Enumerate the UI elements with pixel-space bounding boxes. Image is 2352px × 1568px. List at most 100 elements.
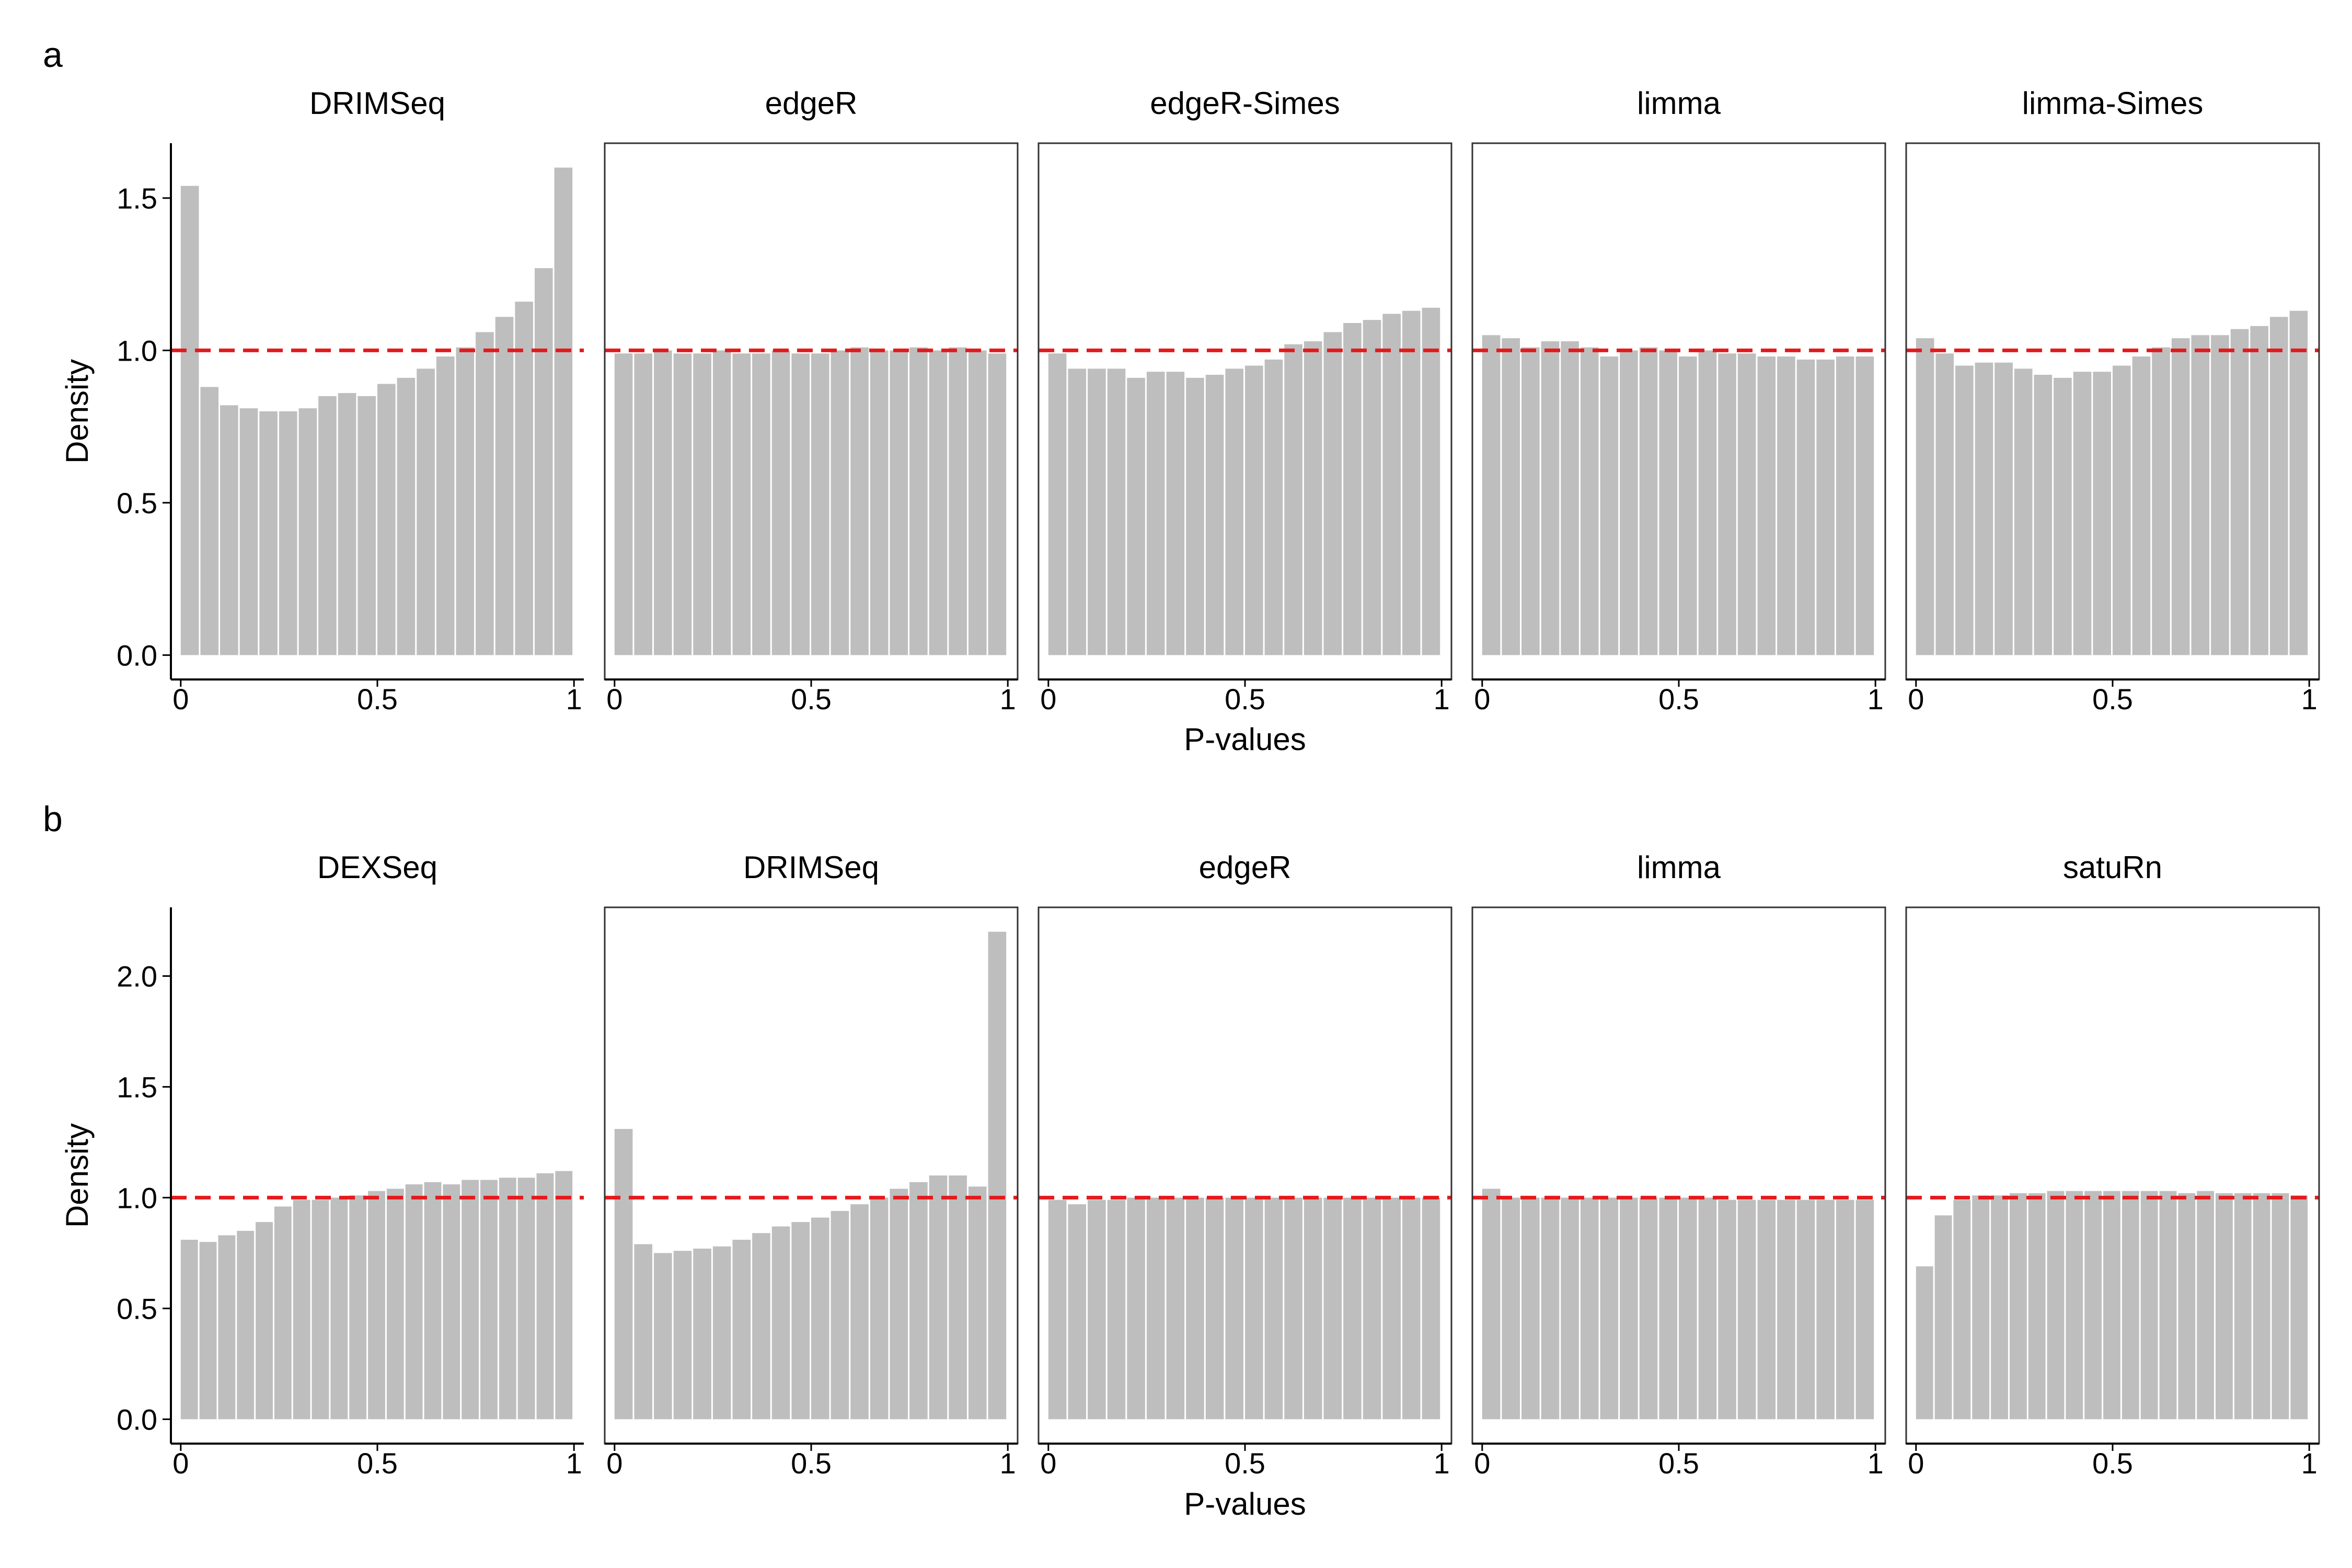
histogram-bar <box>554 167 573 655</box>
histogram-bar <box>1048 1200 1067 1420</box>
histogram-bar <box>654 350 672 655</box>
histogram-bar <box>909 1182 928 1420</box>
histogram-bar <box>256 1222 273 1420</box>
histogram-bar <box>1264 359 1283 655</box>
x-tick-label: 0 <box>1474 1447 1490 1480</box>
facet-title: limma <box>1637 86 1721 121</box>
histogram-bar <box>1264 1197 1283 1420</box>
x-tick-label: 1 <box>566 683 582 716</box>
facet-edger: edgeR 0 0.5 1 <box>1037 850 1452 1480</box>
facet-drimseq: DRIMSeq 0.0 0.5 1.0 1.5 0 0.5 1 <box>117 86 584 716</box>
x-axis-label: P-values <box>1184 722 1306 757</box>
x-tick-label: 0.5 <box>2092 683 2133 716</box>
histogram-bar <box>909 347 928 655</box>
histogram-bar <box>1205 1197 1224 1420</box>
histogram-bar <box>2211 335 2229 655</box>
histogram-bar <box>1777 1200 1795 1420</box>
histogram-bar <box>1284 1197 1302 1420</box>
histogram-bar <box>752 1233 770 1420</box>
histogram-bar <box>2113 365 2131 655</box>
histogram-bar <box>1186 1197 1204 1420</box>
histogram-bar <box>1796 1200 1815 1420</box>
histogram-bar <box>693 1248 711 1420</box>
histogram-bar <box>456 347 475 655</box>
y-tick-label: 2.0 <box>117 960 157 993</box>
histogram-bar <box>200 387 219 655</box>
histogram-bar <box>1068 368 1087 655</box>
x-tick-label: 0.5 <box>2092 1447 2133 1480</box>
histogram-bar <box>1402 310 1421 655</box>
histogram-bar <box>1994 362 2013 655</box>
x-tick-label: 1 <box>2301 683 2318 716</box>
facet-title: edgeR-Simes <box>1150 86 1340 121</box>
histogram-bar <box>850 1204 869 1420</box>
y-tick-label: 0.0 <box>117 1403 157 1436</box>
histogram-bar <box>791 1222 810 1420</box>
histogram-bar <box>1777 356 1795 655</box>
histogram-bar <box>2073 372 2092 655</box>
histogram-bar <box>1541 341 1560 655</box>
histogram-bar <box>1836 356 1854 655</box>
histogram-bar <box>515 302 533 655</box>
histogram-bar <box>476 332 494 655</box>
histogram-bar <box>1620 1197 1638 1420</box>
y-tick-label: 0.5 <box>117 487 157 520</box>
facet-title: edgeR <box>765 86 858 121</box>
histogram-bar <box>2289 310 2308 655</box>
y-tick-label: 0.0 <box>117 639 157 672</box>
histogram-bar <box>1698 1197 1717 1420</box>
histogram-bar <box>1836 1200 1854 1420</box>
histogram-bar <box>1422 1197 1440 1420</box>
histogram-bar <box>237 1230 255 1420</box>
histogram-bar <box>397 377 416 655</box>
histogram-bar <box>1225 368 1243 655</box>
x-tick-label: 0.5 <box>1658 1447 1699 1480</box>
histogram-bar <box>2093 372 2111 655</box>
histogram-bar <box>1521 1197 1540 1420</box>
histogram-bar <box>1737 1200 1756 1420</box>
x-tick-label: 0 <box>606 1447 622 1480</box>
histogram-bar <box>1855 1200 1874 1420</box>
histogram-bar <box>517 1178 535 1420</box>
histogram-bar <box>1304 1197 1322 1420</box>
facet-limma: limma 0 0.5 1 <box>1471 86 1886 716</box>
histogram-bar <box>298 408 317 655</box>
y-tick-label: 1.0 <box>117 1181 157 1214</box>
histogram-bar <box>2014 368 2033 655</box>
histogram-bar <box>1737 353 1756 655</box>
histogram-bar <box>2191 335 2210 655</box>
histogram-bar <box>555 1171 573 1420</box>
histogram-bar <box>349 1195 367 1420</box>
histogram-bar <box>732 1239 751 1420</box>
facet-limma-simes: limma-Simes 0 0.5 1 <box>1905 86 2320 716</box>
histogram-bar <box>1718 353 1736 655</box>
histogram-bar <box>1363 1197 1381 1420</box>
histogram-bar <box>1855 356 1874 655</box>
histogram-bar <box>1127 377 1145 655</box>
histogram-bar <box>870 350 889 655</box>
x-tick-label: 0.5 <box>357 1447 398 1480</box>
histogram-bar <box>1382 314 1401 655</box>
histogram-bar <box>673 1251 692 1420</box>
x-tick-label: 0.5 <box>1225 1447 1265 1480</box>
x-tick-label: 1 <box>1434 683 1450 716</box>
histogram-bar <box>2171 338 2190 655</box>
histogram-bar <box>1796 359 1815 655</box>
histogram-bar <box>2140 1191 2158 1420</box>
histogram-bar <box>1146 372 1165 655</box>
x-tick-label: 0 <box>606 683 622 716</box>
histogram-bar <box>850 347 869 655</box>
y-tick-label: 1.0 <box>117 334 157 367</box>
histogram-bar <box>1343 1197 1362 1420</box>
facet-title: DEXSeq <box>317 850 437 885</box>
histogram-bar <box>2230 329 2249 655</box>
histogram-bar <box>929 350 948 655</box>
histogram-bar <box>1521 347 1540 655</box>
histogram-bar <box>2034 375 2053 655</box>
histogram-bar <box>495 317 514 655</box>
histogram-bar <box>2269 317 2288 655</box>
histogram-bar <box>771 1226 790 1420</box>
histogram-bar <box>358 396 376 655</box>
histogram-bar <box>1107 368 1126 655</box>
x-tick-label: 0 <box>1474 683 1490 716</box>
